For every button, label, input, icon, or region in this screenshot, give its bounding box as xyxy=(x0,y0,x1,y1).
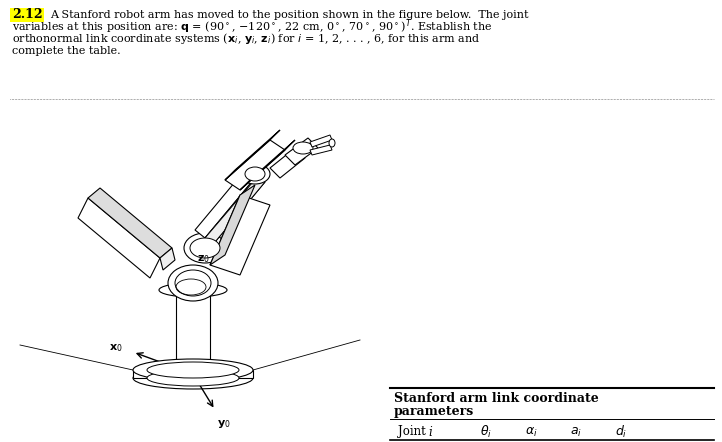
Text: 2.12: 2.12 xyxy=(12,8,43,22)
Polygon shape xyxy=(78,198,160,278)
Ellipse shape xyxy=(293,142,313,154)
Polygon shape xyxy=(310,145,332,155)
Text: $a_i$: $a_i$ xyxy=(570,426,582,438)
Text: Stanford arm link coordinate: Stanford arm link coordinate xyxy=(394,392,599,405)
Polygon shape xyxy=(310,135,332,147)
Ellipse shape xyxy=(329,139,335,147)
Text: i: i xyxy=(428,426,432,438)
Ellipse shape xyxy=(184,233,226,263)
Polygon shape xyxy=(88,188,172,258)
Ellipse shape xyxy=(168,265,218,301)
Text: orthonormal link coordinate systems ($\mathbf{x}_i$, $\mathbf{y}_i$, $\mathbf{z}: orthonormal link coordinate systems ($\m… xyxy=(12,31,480,46)
Text: A Stanford robot arm has moved to the position shown in the figure below.  The j: A Stanford robot arm has moved to the po… xyxy=(50,10,529,20)
Ellipse shape xyxy=(190,238,220,258)
Text: Joint: Joint xyxy=(398,426,430,438)
Polygon shape xyxy=(225,140,285,190)
Text: complete the table.: complete the table. xyxy=(12,46,121,56)
Text: $\alpha_i$: $\alpha_i$ xyxy=(525,426,538,438)
Polygon shape xyxy=(240,140,295,190)
Text: $\mathbf{x}_0$: $\mathbf{x}_0$ xyxy=(109,342,123,354)
Text: $\mathbf{y}_0$: $\mathbf{y}_0$ xyxy=(217,418,231,430)
Polygon shape xyxy=(195,170,255,238)
Ellipse shape xyxy=(147,370,239,386)
Polygon shape xyxy=(225,130,280,180)
Polygon shape xyxy=(205,176,265,242)
Polygon shape xyxy=(285,138,318,165)
Polygon shape xyxy=(133,370,253,378)
Polygon shape xyxy=(176,290,210,370)
Polygon shape xyxy=(210,185,255,265)
Polygon shape xyxy=(270,148,305,178)
Polygon shape xyxy=(160,248,175,270)
FancyBboxPatch shape xyxy=(10,8,44,22)
Text: variables at this position are: $\mathbf{q}$ = (90$^\circ$, $-$120$^\circ$, 22 c: variables at this position are: $\mathbf… xyxy=(12,18,492,36)
Ellipse shape xyxy=(147,362,239,378)
Polygon shape xyxy=(210,195,270,275)
Text: $d_i$: $d_i$ xyxy=(615,424,627,440)
Ellipse shape xyxy=(159,283,227,297)
Text: $\theta_i$: $\theta_i$ xyxy=(480,424,492,440)
Ellipse shape xyxy=(240,164,270,184)
Polygon shape xyxy=(205,178,265,242)
Ellipse shape xyxy=(175,270,211,296)
Ellipse shape xyxy=(245,167,265,181)
Ellipse shape xyxy=(133,359,253,381)
Text: $\mathbf{z}_0$: $\mathbf{z}_0$ xyxy=(197,253,210,265)
Text: parameters: parameters xyxy=(394,404,474,418)
Ellipse shape xyxy=(133,367,253,389)
